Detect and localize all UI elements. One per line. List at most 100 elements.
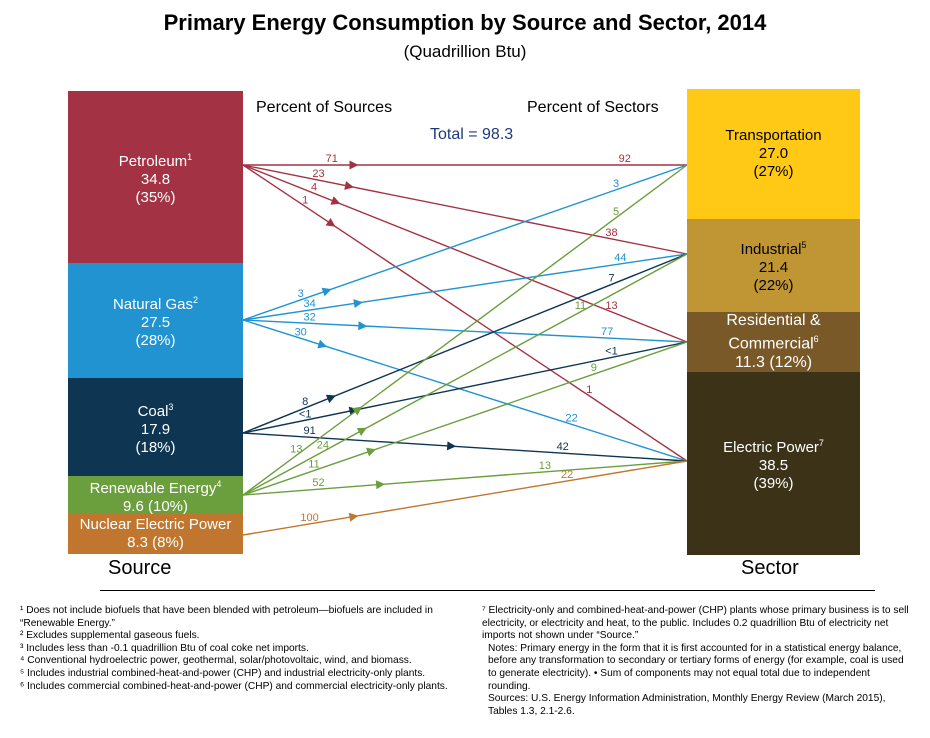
source-petroleum-value: 34.8 xyxy=(140,170,171,188)
source-renewable-name: Renewable Energy xyxy=(89,479,217,497)
sector-industrial-value: 21.4 xyxy=(758,259,789,276)
sector-residential-value: 11.3 (12%) xyxy=(734,353,813,371)
flow-arrow-renewable-to-transportation xyxy=(352,406,363,416)
flow-arrow-renewable-to-electric xyxy=(375,480,386,490)
flow-source-pct-natural_gas-to-electric: 30 xyxy=(295,326,307,338)
flow-line-coal-to-industrial xyxy=(242,253,688,434)
footnote-5-marker: 5 xyxy=(801,240,807,250)
sector-industrial-pct: (22%) xyxy=(753,277,794,294)
flow-line-natural_gas-to-transportation xyxy=(242,164,688,321)
sector-electric-value: 38.5 xyxy=(758,457,789,474)
footnote-6: ⁶ Includes commercial combined-heat-and-… xyxy=(20,680,448,692)
source-coal-value: 17.9 xyxy=(140,420,171,438)
flow-source-pct-coal-to-residential: <1 xyxy=(299,408,312,420)
flow-sector-pct-petroleum-to-transportation: 92 xyxy=(619,153,631,165)
sector-industrial-name: Industrial xyxy=(740,241,802,258)
source-coal-pct: (18%) xyxy=(135,438,176,456)
footnote-7-marker: 7 xyxy=(818,438,824,448)
flow-source-pct-natural_gas-to-residential: 32 xyxy=(303,311,315,323)
source-natural-gas-pct: (28%) xyxy=(135,332,176,349)
sector-residential-name2: Commercial xyxy=(728,335,814,353)
axis-label-source: Source xyxy=(108,557,172,579)
flow-sector-pct-natural_gas-to-transportation: 3 xyxy=(613,178,619,190)
flow-arrow-renewable-to-industrial xyxy=(356,427,367,436)
header-percent-of-sectors: Percent of Sectors xyxy=(527,99,659,116)
flow-line-coal-to-residential xyxy=(242,341,688,434)
footnote-6-marker: 6 xyxy=(813,334,819,345)
source-petroleum-name: Petroleum xyxy=(118,152,188,170)
source-nuclear-name: Nuclear Electric Power xyxy=(79,516,232,533)
footnote-3-marker: 3 xyxy=(168,401,174,412)
flow-line-renewable-to-residential xyxy=(242,341,688,496)
flow-sector-pct-natural_gas-to-residential: 77 xyxy=(601,326,613,338)
source-natural-gas: Natural Gas2 27.5 (28%) xyxy=(68,263,243,378)
sector-transportation-value: 27.0 xyxy=(758,145,789,162)
sector-transportation-pct: (27%) xyxy=(753,163,794,180)
header-percent-of-sources: Percent of Sources xyxy=(256,99,393,116)
footnote-2-marker: 2 xyxy=(193,295,199,305)
source-coal: Coal3 17.9 (18%) xyxy=(68,378,243,476)
flow-arrow-petroleum-to-residential xyxy=(330,196,341,205)
flow-line-renewable-to-electric xyxy=(242,460,688,496)
footnote-7: ⁷ Electricity-only and combined-heat-and… xyxy=(482,605,909,642)
flow-sector-pct-petroleum-to-residential: 13 xyxy=(605,300,617,312)
footnote-3: ³ Includes less than -0.1 quadrillion Bt… xyxy=(20,642,309,654)
flow-arrow-coal-to-electric xyxy=(446,441,457,451)
flow-line-nuclear-to-electric xyxy=(242,460,688,536)
flow-arrow-petroleum-to-industrial xyxy=(344,181,354,190)
flow-sector-pct-natural_gas-to-industrial: 44 xyxy=(614,252,626,264)
flow-arrow-natural_gas-to-residential xyxy=(358,321,368,331)
flow-line-petroleum-to-electric xyxy=(242,164,688,462)
flow-source-pct-petroleum-to-electric: 1 xyxy=(302,194,308,206)
flow-line-renewable-to-transportation xyxy=(242,164,688,496)
source-natural-gas-value: 27.5 xyxy=(140,314,171,331)
flow-sector-pct-natural_gas-to-electric: 22 xyxy=(565,412,577,424)
flow-source-pct-petroleum-to-residential: 4 xyxy=(311,181,317,193)
source-coal-name: Coal xyxy=(137,402,169,420)
source-renewable-energy: Renewable Energy4 9.6 (10%) xyxy=(68,476,243,515)
footnote-1: ¹ Does not include biofuels that have be… xyxy=(20,605,433,629)
flow-line-coal-to-electric xyxy=(242,432,688,462)
footnote-1-marker: 1 xyxy=(187,151,193,162)
flow-source-pct-petroleum-to-transportation: 71 xyxy=(326,153,338,165)
flow-source-pct-renewable-to-electric: 52 xyxy=(312,477,324,489)
source-nuclear-value: 8.3 (8%) xyxy=(127,534,184,551)
flow-arrow-natural_gas-to-transportation xyxy=(321,287,332,297)
flow-sector-pct-coal-to-residential: <1 xyxy=(605,346,618,358)
sector-electric-pct: (39%) xyxy=(753,475,794,492)
sector-industrial: Industrial5 21.4 (22%) xyxy=(687,219,860,312)
flow-sector-pct-renewable-to-electric: 13 xyxy=(539,460,551,472)
footnote-4-marker: 4 xyxy=(216,478,222,489)
flow-sector-pct-petroleum-to-electric: 1 xyxy=(586,384,592,396)
flow-line-petroleum-to-residential xyxy=(242,164,688,343)
flow-lines: 71 922338413113334443277302287<1<19142135… xyxy=(242,153,688,536)
flow-source-pct-natural_gas-to-industrial: 34 xyxy=(303,298,315,310)
total-label: Total = 98.3 xyxy=(430,126,514,143)
axis-label-sector: Sector xyxy=(741,557,799,579)
flow-arrow-natural_gas-to-industrial xyxy=(353,299,363,308)
flow-source-pct-natural_gas-to-transportation: 3 xyxy=(298,288,304,300)
flow-sector-pct-renewable-to-residential: 9 xyxy=(591,362,597,374)
sector-transportation: Transportation 27.0 (27%) xyxy=(687,89,860,219)
flow-source-pct-renewable-to-transportation: 13 xyxy=(290,443,302,455)
footnotes-left: ¹ Does not include biofuels that have be… xyxy=(20,605,460,693)
source-renewable-value: 9.6 (10%) xyxy=(122,497,189,515)
flow-source-pct-nuclear-to-electric: 100 xyxy=(300,512,318,524)
flow-source-pct-coal-to-electric: 91 xyxy=(303,425,315,437)
flow-source-pct-petroleum-to-industrial: 23 xyxy=(312,168,324,180)
sector-electric-name: Electric Power xyxy=(723,439,819,456)
footnotes-right: ⁷ Electricity-only and combined-heat-and… xyxy=(482,605,912,718)
source-natural-gas-name: Natural Gas xyxy=(112,296,194,313)
footnote-2: ² Excludes supplemental gaseous fuels. xyxy=(20,630,200,642)
flow-arrow-renewable-to-residential xyxy=(366,447,376,457)
flow-sector-pct-petroleum-to-industrial: 38 xyxy=(605,227,617,239)
flow-line-natural_gas-to-electric xyxy=(242,319,688,462)
footnote-divider xyxy=(100,590,875,591)
flow-arrow-nuclear-to-electric xyxy=(348,512,359,522)
source-nuclear-electric-power: Nuclear Electric Power 8.3 (8%) xyxy=(68,514,243,554)
flow-source-pct-renewable-to-industrial: 24 xyxy=(317,440,329,452)
flow-source-pct-renewable-to-residential: 11 xyxy=(308,459,319,471)
flow-arrow-petroleum-to-electric xyxy=(325,218,336,227)
flow-sector-pct-coal-to-electric: 42 xyxy=(557,441,569,453)
flow-arrow-natural_gas-to-electric xyxy=(317,339,328,349)
